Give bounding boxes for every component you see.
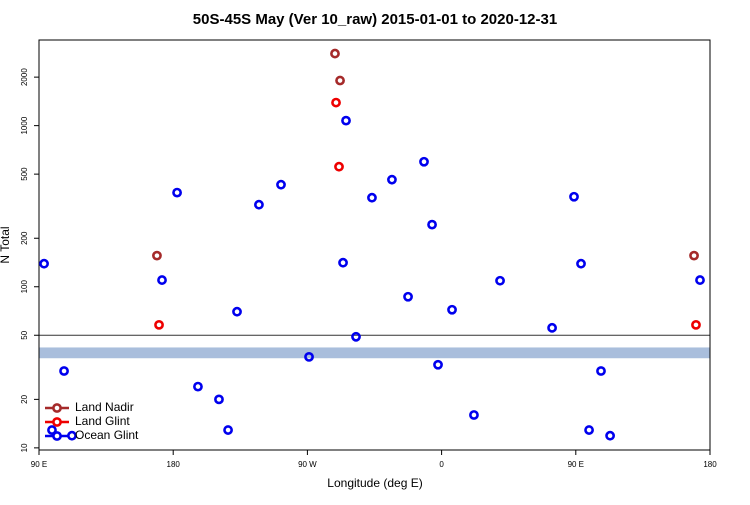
data-point [427, 219, 437, 230]
data-point [341, 115, 351, 126]
data-point [695, 275, 705, 285]
plot-frame [38, 39, 711, 451]
legend-marker [52, 403, 62, 413]
data-point [367, 192, 377, 203]
y-axis-label: N Total [0, 226, 12, 263]
data-point [596, 366, 606, 376]
legend-label: Land Glint [75, 414, 130, 428]
y-tick-label: 2000 [20, 68, 29, 86]
data-point [447, 304, 457, 315]
data-point [569, 191, 579, 202]
data-point [335, 75, 345, 86]
y-tick-label: 1000 [20, 116, 29, 134]
data-point [223, 425, 233, 435]
data-point [193, 381, 203, 392]
data-point [304, 351, 314, 362]
x-tick-label: 90 E [568, 460, 584, 469]
data-point [334, 161, 344, 172]
data-point [338, 257, 348, 268]
x-axis-label: Longitude (deg E) [327, 476, 422, 490]
legend-marker [52, 431, 62, 441]
data-point [154, 319, 164, 330]
data-point [691, 319, 701, 330]
data-point [330, 48, 340, 59]
data-point [433, 359, 443, 370]
data-point [584, 425, 594, 435]
data-point [276, 179, 286, 190]
data-point [59, 366, 69, 376]
data-point [172, 187, 182, 198]
y-tick-label: 20 [20, 394, 29, 403]
x-tick-label: 180 [167, 460, 181, 469]
y-tick-label: 200 [20, 231, 29, 245]
data-point [469, 410, 479, 420]
data-point [387, 174, 397, 185]
x-tick-label: 180 [703, 460, 717, 469]
y-tick-label: 10 [20, 443, 29, 452]
x-tick-label: 90 W [298, 460, 317, 469]
y-tick-label: 100 [20, 280, 29, 294]
data-point [419, 156, 429, 167]
data-point [547, 322, 557, 333]
data-point [39, 258, 49, 269]
legend-label: Ocean Glint [75, 428, 139, 442]
data-point [351, 331, 361, 342]
data-point [576, 258, 586, 269]
data-point [605, 430, 615, 441]
legend-marker [52, 417, 62, 427]
chart-title: 50S-45S May (Ver 10_raw) 2015-01-01 to 2… [193, 11, 557, 28]
y-tick-label: 500 [20, 167, 29, 181]
data-point [495, 275, 505, 286]
y-tick-label: 50 [20, 330, 29, 339]
data-point [254, 199, 264, 210]
data-point [152, 250, 162, 261]
data-point [232, 306, 242, 317]
x-tick-label: 90 E [31, 460, 47, 469]
x-tick-label: 0 [439, 460, 444, 469]
data-point [214, 394, 224, 405]
data-point [403, 291, 413, 302]
data-point [689, 250, 699, 261]
data-point [331, 97, 341, 108]
legend-label: Land Nadir [75, 400, 134, 414]
data-point [157, 275, 167, 285]
data-point [47, 425, 57, 435]
reference-band [39, 347, 710, 359]
